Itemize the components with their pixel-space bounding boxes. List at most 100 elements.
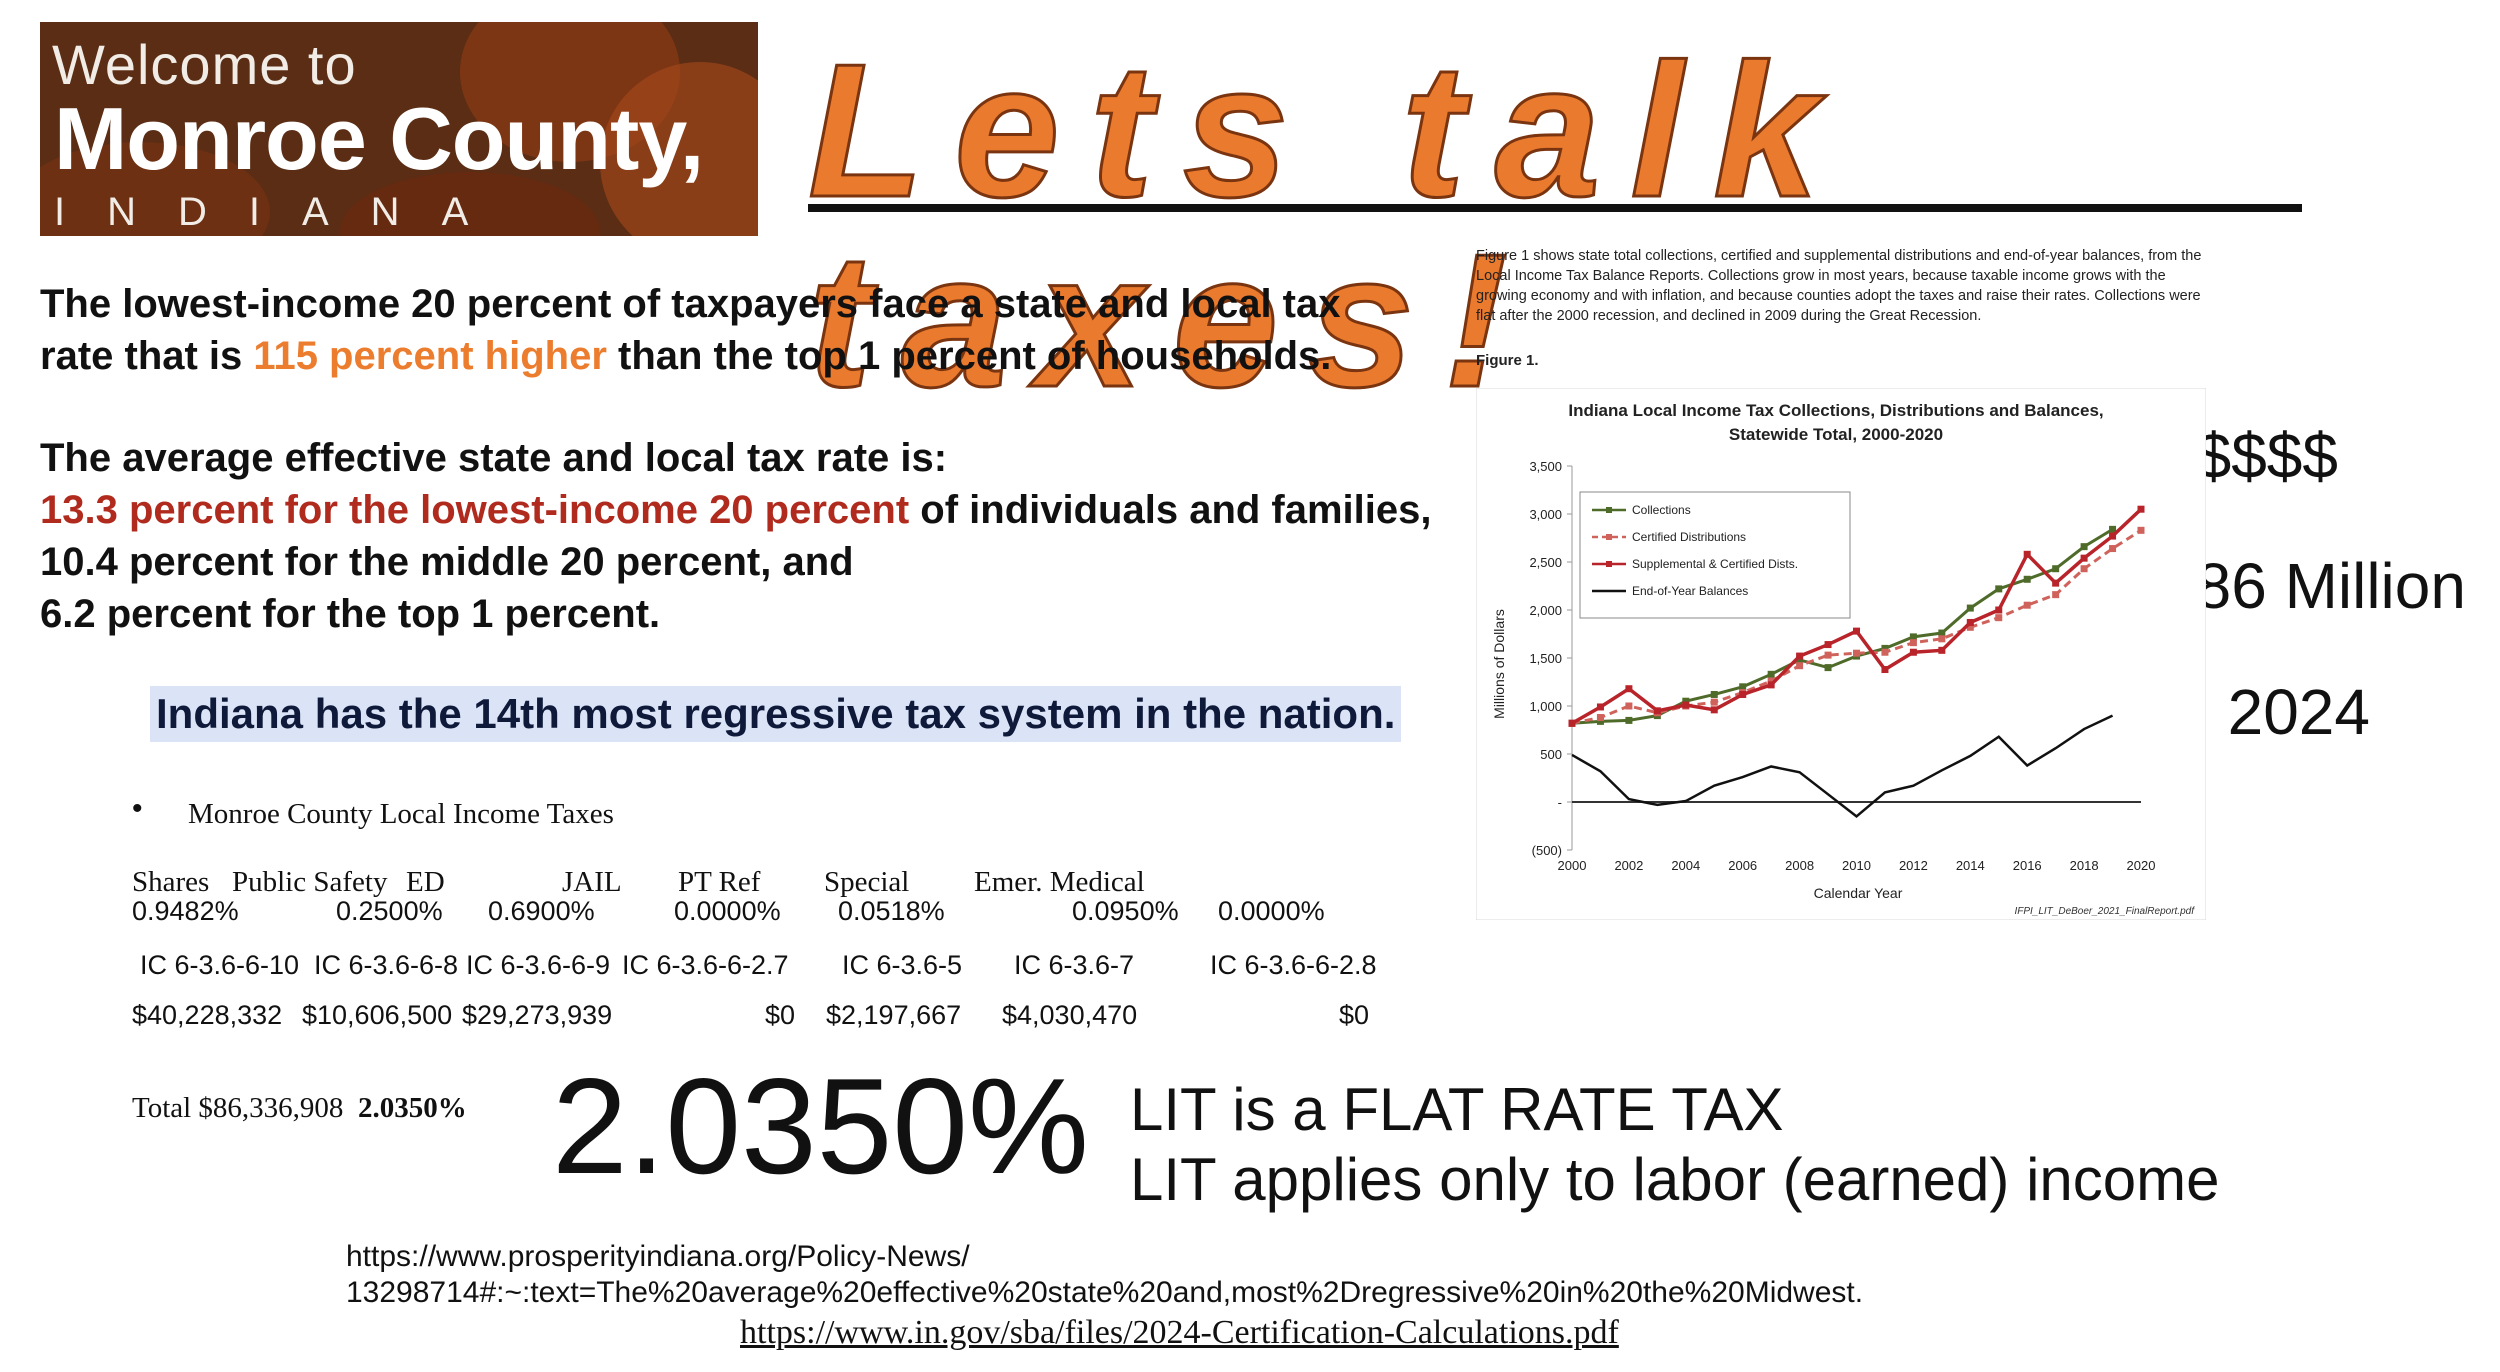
- x-tick-label: 2014: [1956, 858, 1985, 873]
- y-tick-label: -: [1558, 795, 1562, 810]
- data-point: [1881, 648, 1889, 656]
- table-code: IC 6-3.6-6-9: [466, 950, 611, 980]
- intro-text: rate that is: [40, 334, 254, 378]
- table-amount: $29,273,939: [462, 1000, 613, 1030]
- data-point: [1995, 606, 2003, 614]
- data-point: [2080, 565, 2088, 573]
- table-rate: 0.6900%: [488, 896, 595, 926]
- intro-line: The lowest-income 20 percent of taxpayer…: [40, 282, 1341, 326]
- x-tick-label: 2010: [1842, 858, 1871, 873]
- monroe-county-banner: Welcome to Monroe County, INDIANA: [40, 22, 758, 236]
- data-point: [1710, 706, 1718, 714]
- intro-line: The average effective state and local ta…: [40, 436, 948, 480]
- x-axis-label: Calendar Year: [1814, 885, 1903, 901]
- y-tick-label: 2,500: [1529, 555, 1562, 570]
- x-tick-label: 2002: [1614, 858, 1643, 873]
- total-rate: 2.0350%: [357, 1092, 467, 1124]
- data-point: [1881, 666, 1889, 674]
- data-point: [1710, 690, 1718, 698]
- data-point: [1938, 646, 1946, 654]
- chart-series: [1568, 505, 2145, 819]
- table-total: Total $86,336,908 2.0350%: [132, 1092, 467, 1125]
- lowest-income-rate: 13.3 percent for the lowest-income 20 pe…: [40, 488, 910, 532]
- data-point: [1796, 656, 1804, 664]
- data-point: [2052, 591, 2060, 599]
- legend-marker: [1606, 561, 1612, 567]
- data-point: [1824, 664, 1832, 672]
- table-header: JAIL: [562, 866, 622, 898]
- data-point: [2137, 526, 2145, 534]
- data-point: [1568, 719, 1576, 727]
- intro-text: of individuals and families,: [909, 488, 1432, 532]
- data-point: [2080, 543, 2088, 551]
- legend-label: End-of-Year Balances: [1632, 584, 1748, 598]
- table-code: IC 6-3.6-7: [1014, 950, 1135, 980]
- table-header: Public Safety: [232, 866, 388, 898]
- lit-note-labor: LIT applies only to labor (earned) incom…: [1130, 1146, 2220, 1213]
- table-header: Emer. Medical: [974, 866, 1145, 898]
- data-point: [1739, 690, 1747, 698]
- table-rate: 0.0518%: [838, 896, 945, 926]
- series-line: [1571, 528, 2114, 725]
- figure-description: Figure 1 shows state total collections, …: [1476, 248, 2202, 324]
- y-tick-label: 3,000: [1529, 507, 1562, 522]
- lit-chart: Indiana Local Income Tax Collections, Di…: [1476, 388, 2206, 920]
- data-point: [1909, 639, 1917, 647]
- data-point: [1625, 702, 1633, 710]
- legend-label: Collections: [1632, 503, 1691, 517]
- title-underline: [808, 204, 2302, 212]
- table-amount: $40,228,332: [132, 1000, 283, 1030]
- source-link-1[interactable]: https://www.prosperityindiana.org/Policy…: [346, 1240, 970, 1273]
- higher-highlight: 115 percent higher: [253, 334, 607, 378]
- source-link-2[interactable]: https://www.in.gov/sba/files/2024-Certif…: [740, 1314, 1619, 1351]
- table-code: IC 6-3.6-6-2.8: [1210, 950, 1377, 980]
- x-tick-label: 2020: [2127, 858, 2156, 873]
- data-point: [1966, 604, 1974, 612]
- intro-line: 6.2 percent for the top 1 percent.: [40, 592, 661, 636]
- lit-note-flat: LIT is a FLAT RATE TAX: [1130, 1076, 1784, 1143]
- data-point: [1796, 652, 1804, 660]
- table-code: IC 6-3.6-6-10: [140, 950, 300, 980]
- data-point: [1909, 648, 1917, 656]
- data-point: [1739, 683, 1747, 691]
- table-header: PT Ref: [678, 866, 761, 898]
- data-point: [1653, 707, 1661, 715]
- data-point: [2109, 525, 2117, 533]
- chart-legend: Collections Certified Distributions Supple…: [1579, 491, 1851, 619]
- data-point: [2080, 554, 2088, 562]
- source-link-1-cont[interactable]: 13298714#:~:text=The%20average%20effecti…: [346, 1276, 1864, 1309]
- table-header: ED: [406, 866, 445, 898]
- data-point: [2109, 545, 2117, 553]
- x-tick-label: 2008: [1785, 858, 1814, 873]
- x-tick-label: 2012: [1899, 858, 1928, 873]
- data-point: [2023, 601, 2031, 609]
- y-tick-label: 3,500: [1529, 459, 1562, 474]
- data-point: [1995, 585, 2003, 593]
- legend-label: Certified Distributions: [1632, 530, 1746, 544]
- data-point: [1625, 685, 1633, 693]
- big-rate: 2.0350%: [552, 1050, 1089, 1202]
- table-amount: $2,197,667: [826, 1000, 962, 1030]
- data-point: [1966, 618, 1974, 626]
- data-point: [1596, 703, 1604, 711]
- chart-frame: [1476, 388, 2206, 920]
- money-amount: $86 Million: [2160, 550, 2466, 622]
- data-point: [1767, 670, 1775, 678]
- table-code: IC 6-3.6-6-2.7: [622, 950, 789, 980]
- legend-box: [1579, 491, 1851, 619]
- chart-title-line1: Indiana Local Income Tax Collections, Di…: [1568, 401, 2103, 420]
- series-line: [1571, 714, 2114, 819]
- data-point: [1625, 716, 1633, 724]
- intro-paragraph-1: The lowest-income 20 percent of taxpayer…: [40, 278, 1341, 382]
- data-point: [1909, 633, 1917, 641]
- figure-label: Figure 1.: [1476, 352, 1539, 369]
- table-rate: 0.0000%: [674, 896, 781, 926]
- data-point: [1938, 629, 1946, 637]
- data-point: [1824, 651, 1832, 659]
- x-tick-label: 2004: [1671, 858, 1700, 873]
- y-tick-label: 500: [1540, 747, 1562, 762]
- legend-label: Supplemental & Certified Dists.: [1632, 557, 1798, 571]
- table-header: Special: [824, 866, 910, 898]
- data-point: [1966, 623, 1974, 631]
- data-point: [1995, 614, 2003, 622]
